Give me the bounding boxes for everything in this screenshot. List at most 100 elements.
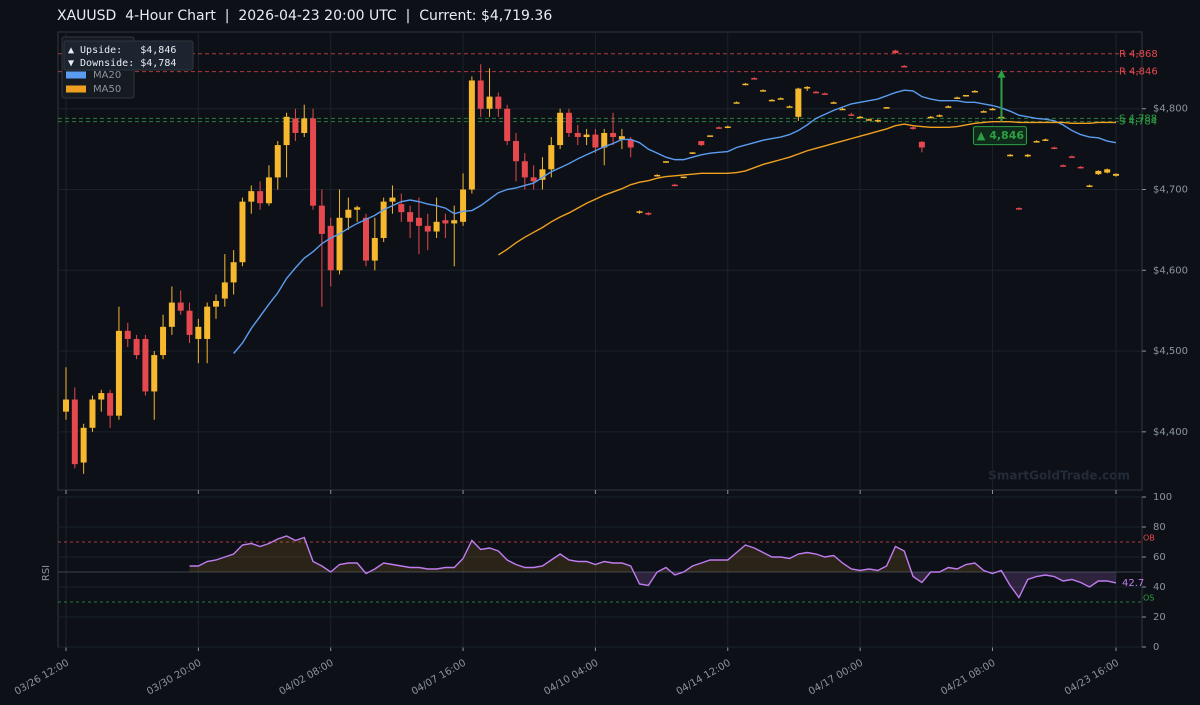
rsi-axis-label: RSI	[41, 565, 52, 581]
candle-body	[857, 116, 864, 119]
candle-body	[627, 139, 634, 148]
candle-body	[786, 106, 793, 108]
level-label: OS	[1143, 594, 1154, 603]
candle-body	[115, 330, 122, 416]
candle-body	[1086, 185, 1093, 187]
candle-body	[830, 102, 837, 104]
y-tick-label: $4,400	[1153, 427, 1188, 438]
candle-body	[274, 145, 281, 178]
candle-body	[363, 217, 369, 261]
candle-body	[345, 209, 352, 218]
candle-body	[901, 65, 908, 68]
candle-body	[1113, 173, 1119, 176]
candle-body	[910, 127, 917, 129]
candle-body	[521, 161, 528, 178]
y-tick-label: $4,500	[1153, 346, 1188, 357]
legend-label: MA20	[93, 70, 121, 81]
candle-body	[530, 177, 537, 182]
candle-body	[239, 201, 246, 263]
y-tick-label: 100	[1153, 492, 1172, 503]
candle-body	[539, 169, 546, 180]
candle-body	[760, 90, 767, 92]
rsi-last-label: 42.7	[1122, 578, 1144, 589]
candle-body	[795, 88, 802, 117]
candle-body	[689, 152, 696, 154]
candle-body	[213, 300, 219, 307]
candle-body	[468, 80, 475, 190]
y-tick-label: 0	[1153, 642, 1159, 653]
candle-body	[71, 399, 78, 465]
candle-body	[618, 136, 625, 140]
candle-body	[751, 78, 758, 80]
candle-body	[504, 108, 511, 142]
candle-body	[1077, 166, 1084, 169]
candle-body	[486, 96, 493, 109]
candle-body	[398, 204, 405, 213]
candle-body	[151, 355, 158, 392]
y-tick-label: 80	[1153, 522, 1166, 533]
candle-body	[821, 93, 828, 95]
annotation-box	[972, 126, 1027, 146]
candle-body	[371, 237, 378, 261]
candle-body	[839, 108, 846, 111]
candle-body	[574, 132, 581, 138]
candle-body	[460, 189, 467, 222]
y-tick-label: $4,600	[1153, 265, 1188, 276]
legend-label: MA50	[93, 84, 121, 95]
info-box	[63, 40, 194, 71]
candle-body	[142, 338, 149, 392]
candle-body	[874, 120, 881, 122]
candle-body	[1068, 156, 1075, 158]
candle-body	[848, 114, 855, 116]
candle-body	[451, 220, 458, 224]
level-label: R 4,846	[1119, 67, 1158, 78]
candle-body	[336, 217, 343, 271]
candle-body	[204, 306, 211, 339]
rsi-line	[189, 535, 1117, 599]
candle-body	[601, 132, 608, 148]
candle-body	[1007, 154, 1014, 157]
candle-body	[971, 90, 978, 93]
candle-body	[1060, 165, 1067, 167]
candle-body	[663, 161, 669, 163]
candle-body	[107, 393, 114, 416]
legend-swatch	[66, 85, 86, 93]
candle-body	[1104, 169, 1111, 173]
ma-line	[497, 120, 1116, 256]
candle-body	[918, 141, 925, 148]
chart-title: XAUUSD 4-Hour Chart | 2026-04-23 20:00 U…	[57, 8, 552, 24]
candle-body	[98, 393, 105, 400]
candle-body	[768, 99, 775, 102]
candle-body	[513, 141, 519, 162]
candle-body	[477, 80, 484, 109]
candle-body	[265, 177, 272, 204]
candle-body	[354, 207, 361, 210]
rsi-area-below	[189, 572, 1116, 598]
candle-body	[715, 127, 722, 129]
level-label: R 4,868	[1119, 49, 1158, 60]
candle-body	[133, 338, 140, 356]
candle-body	[1051, 147, 1058, 150]
candle-body	[310, 118, 317, 206]
candle-body	[292, 118, 299, 133]
ma-line	[233, 89, 1117, 354]
y-tick-label: 20	[1153, 612, 1166, 623]
candle-body	[583, 134, 590, 138]
candle-body	[813, 91, 819, 94]
legend-swatch	[66, 71, 86, 79]
y-tick-label: 40	[1153, 582, 1166, 593]
candle-body	[495, 96, 502, 109]
watermark: SmartGoldTrade.com	[988, 469, 1130, 483]
candle-body	[415, 217, 422, 226]
candle-body	[936, 115, 943, 117]
candle-body	[124, 330, 131, 339]
candle-body	[389, 197, 396, 202]
candle-body	[424, 225, 431, 232]
candle-body	[945, 106, 952, 108]
y-tick-label: 60	[1153, 552, 1166, 563]
candle-body	[645, 212, 652, 215]
info-text: ▼ Downside: $4,784	[68, 58, 176, 69]
candle-body	[221, 282, 228, 299]
candle-body	[804, 86, 811, 89]
arrow-head	[997, 69, 1006, 78]
